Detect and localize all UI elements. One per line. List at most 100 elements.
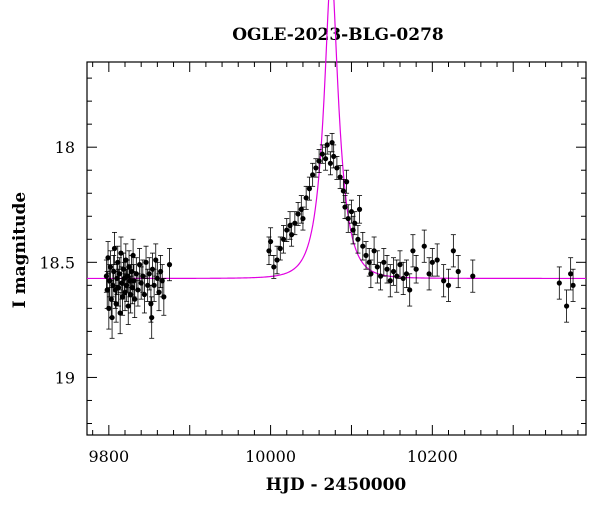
data-point xyxy=(310,162,316,187)
data-point xyxy=(274,245,280,275)
data-point xyxy=(387,264,393,298)
data-point xyxy=(441,264,447,298)
data-marker xyxy=(434,257,440,263)
data-marker xyxy=(310,172,316,178)
data-point xyxy=(116,257,122,291)
data-point xyxy=(556,266,562,300)
data-marker xyxy=(342,204,348,210)
data-point xyxy=(350,215,356,245)
axis-ticks xyxy=(87,62,586,435)
data-point xyxy=(316,149,322,173)
data-point xyxy=(356,195,363,224)
data-point xyxy=(345,204,351,233)
data-marker xyxy=(120,266,126,272)
data-point xyxy=(377,261,384,291)
data-marker xyxy=(445,282,452,288)
data-marker xyxy=(394,273,400,279)
data-point xyxy=(434,243,440,277)
data-point xyxy=(407,273,413,307)
data-marker xyxy=(441,278,447,284)
data-marker xyxy=(126,264,132,270)
data-point xyxy=(271,255,277,279)
data-marker xyxy=(148,301,154,307)
data-point xyxy=(450,234,456,268)
data-point xyxy=(352,211,358,236)
data-point xyxy=(303,185,309,210)
data-marker xyxy=(556,280,562,286)
model-curve xyxy=(87,0,586,280)
data-point xyxy=(331,144,337,169)
data-point xyxy=(400,261,406,295)
data-marker xyxy=(105,255,111,261)
data-point xyxy=(319,144,325,164)
data-point xyxy=(156,273,162,312)
data-marker xyxy=(340,188,346,194)
data-marker xyxy=(322,156,329,162)
data-marker xyxy=(390,268,397,275)
data-marker xyxy=(143,259,149,265)
data-marker xyxy=(295,211,301,217)
data-marker xyxy=(166,262,173,268)
data-marker xyxy=(377,273,384,279)
data-point xyxy=(322,146,329,171)
data-marker xyxy=(348,209,355,215)
data-point xyxy=(146,257,152,291)
data-marker xyxy=(267,238,274,245)
data-marker xyxy=(313,165,319,171)
data-point xyxy=(429,248,435,277)
data-marker xyxy=(563,303,570,309)
data-point xyxy=(342,195,348,219)
data-marker xyxy=(136,262,143,268)
data-marker xyxy=(141,291,148,298)
data-marker xyxy=(303,195,309,201)
data-marker xyxy=(397,262,403,268)
data-point xyxy=(337,165,343,190)
data-point xyxy=(355,225,361,254)
y-tick-label: 19 xyxy=(55,368,75,387)
data-point xyxy=(284,218,290,242)
x-axis-label: HJD - 2450000 xyxy=(266,475,407,495)
data-point xyxy=(344,169,350,194)
data-marker xyxy=(316,158,322,164)
data-marker xyxy=(117,310,123,316)
data-marker xyxy=(149,314,155,321)
data-marker xyxy=(284,227,290,233)
data-marker xyxy=(381,259,387,265)
data-marker xyxy=(329,139,335,146)
data-point xyxy=(371,236,377,266)
data-point xyxy=(381,248,387,277)
data-point xyxy=(153,243,159,277)
data-point xyxy=(426,257,432,291)
data-marker xyxy=(135,287,141,293)
data-point xyxy=(161,278,167,316)
data-point xyxy=(410,234,416,268)
data-marker xyxy=(115,285,122,291)
data-point xyxy=(113,284,119,323)
data-marker xyxy=(156,289,162,295)
data-point xyxy=(306,176,313,201)
data-point xyxy=(106,287,112,330)
data-marker xyxy=(300,215,306,222)
data-point xyxy=(368,259,374,289)
data-point xyxy=(421,229,427,263)
data-marker xyxy=(280,236,287,242)
data-marker xyxy=(407,287,413,293)
chart-title: OGLE-2023-BLG-0278 xyxy=(232,25,444,45)
data-marker xyxy=(110,282,116,288)
data-point xyxy=(470,259,476,293)
data-marker xyxy=(374,264,380,270)
data-marker xyxy=(130,252,136,259)
data-point xyxy=(109,296,115,339)
data-marker xyxy=(450,248,456,254)
data-marker xyxy=(109,314,115,321)
x-tick-label: 9800 xyxy=(88,447,129,466)
plot-frame xyxy=(86,61,587,436)
data-point xyxy=(166,248,173,282)
data-marker xyxy=(403,271,410,277)
data-marker xyxy=(368,271,374,277)
data-marker xyxy=(106,305,112,311)
data-point xyxy=(313,158,319,178)
data-point xyxy=(334,156,340,180)
data-marker xyxy=(111,245,118,252)
data-marker xyxy=(360,243,366,249)
